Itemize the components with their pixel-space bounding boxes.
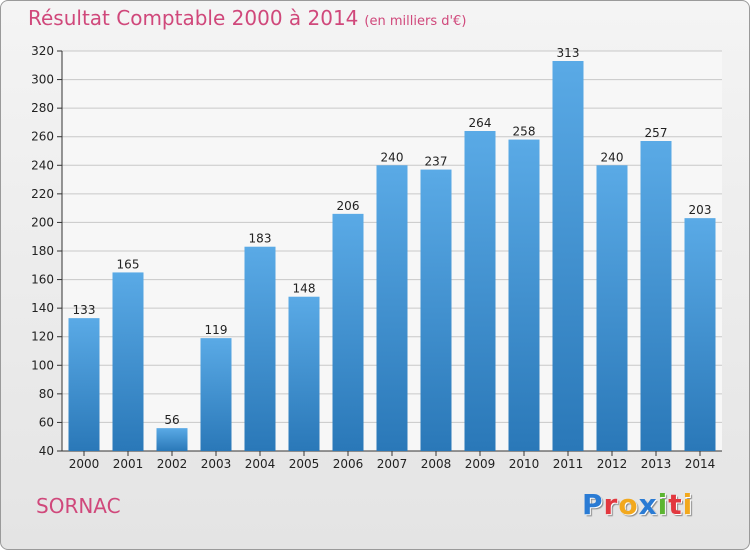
logo-letter: x bbox=[638, 488, 658, 521]
logo-letter: P bbox=[582, 488, 604, 521]
y-tick-label: 200 bbox=[31, 215, 54, 229]
x-tick-label: 2006 bbox=[333, 457, 364, 471]
x-tick-label: 2005 bbox=[289, 457, 320, 471]
bar bbox=[464, 131, 496, 451]
y-tick-label: 120 bbox=[31, 330, 54, 344]
bar-value-label: 148 bbox=[293, 282, 316, 296]
bar bbox=[332, 213, 364, 451]
logo-letter: o bbox=[618, 488, 639, 521]
title-text: Résultat Comptable 2000 à 2014 bbox=[28, 6, 359, 30]
bar-value-label: 257 bbox=[645, 126, 668, 140]
bar-value-label: 206 bbox=[337, 199, 360, 213]
y-tick-label: 100 bbox=[31, 358, 54, 372]
bar bbox=[200, 338, 232, 451]
y-tick-label: 160 bbox=[31, 273, 54, 287]
y-tick-label: 260 bbox=[31, 130, 54, 144]
bar bbox=[640, 141, 672, 451]
x-tick-label: 2009 bbox=[465, 457, 496, 471]
y-tick-label: 280 bbox=[31, 101, 54, 115]
x-tick-label: 2012 bbox=[597, 457, 628, 471]
bar bbox=[376, 165, 408, 452]
bar-value-label: 237 bbox=[425, 155, 448, 169]
bar bbox=[112, 272, 144, 451]
bar bbox=[68, 318, 100, 451]
x-tick-label: 2004 bbox=[245, 457, 276, 471]
x-tick-label: 2002 bbox=[157, 457, 188, 471]
x-tick-label: 2001 bbox=[113, 457, 144, 471]
bar bbox=[508, 139, 540, 452]
commune-name: SORNAC bbox=[36, 494, 121, 518]
bar bbox=[552, 61, 584, 451]
y-tick-label: 60 bbox=[39, 415, 54, 429]
proxiti-logo: Proxiti bbox=[582, 488, 693, 521]
bar-value-label: 119 bbox=[205, 323, 228, 337]
logo-letter: i bbox=[657, 488, 669, 521]
bar-value-label: 133 bbox=[73, 303, 96, 317]
y-tick-label: 140 bbox=[31, 301, 54, 315]
bar-value-label: 313 bbox=[557, 46, 580, 60]
x-tick-label: 2010 bbox=[509, 457, 540, 471]
bar bbox=[156, 428, 188, 451]
chart-subtitle: (en milliers d'€) bbox=[364, 14, 467, 29]
logo-letter: t bbox=[668, 488, 683, 521]
y-tick-label: 240 bbox=[31, 158, 54, 172]
bar-value-label: 56 bbox=[164, 413, 179, 427]
bar-value-label: 165 bbox=[117, 257, 140, 271]
bar bbox=[596, 165, 628, 452]
y-tick-label: 180 bbox=[31, 244, 54, 258]
bar-value-label: 240 bbox=[601, 150, 624, 164]
bar bbox=[244, 246, 276, 451]
bar bbox=[288, 296, 320, 451]
logo-letter: r bbox=[603, 488, 619, 521]
x-tick-label: 2008 bbox=[421, 457, 452, 471]
bar bbox=[684, 218, 716, 451]
bar bbox=[420, 169, 452, 452]
y-tick-label: 40 bbox=[39, 444, 54, 458]
logo-letter: i bbox=[682, 488, 694, 521]
y-tick-label: 80 bbox=[39, 387, 54, 401]
x-tick-label: 2007 bbox=[377, 457, 408, 471]
y-tick-label: 220 bbox=[31, 187, 54, 201]
x-tick-label: 2014 bbox=[685, 457, 716, 471]
x-tick-label: 2013 bbox=[641, 457, 672, 471]
y-tick-label: 320 bbox=[31, 44, 54, 58]
y-tick-label: 300 bbox=[31, 73, 54, 87]
x-tick-label: 2011 bbox=[553, 457, 584, 471]
bar-value-label: 264 bbox=[469, 116, 492, 130]
bar-value-label: 183 bbox=[249, 232, 272, 246]
bar-value-label: 203 bbox=[689, 203, 712, 217]
x-tick-label: 2003 bbox=[201, 457, 232, 471]
bar-value-label: 258 bbox=[513, 125, 536, 139]
x-tick-label: 2000 bbox=[69, 457, 100, 471]
bar-value-label: 240 bbox=[381, 150, 404, 164]
chart-title: Résultat Comptable 2000 à 2014 (en millie… bbox=[28, 6, 466, 30]
